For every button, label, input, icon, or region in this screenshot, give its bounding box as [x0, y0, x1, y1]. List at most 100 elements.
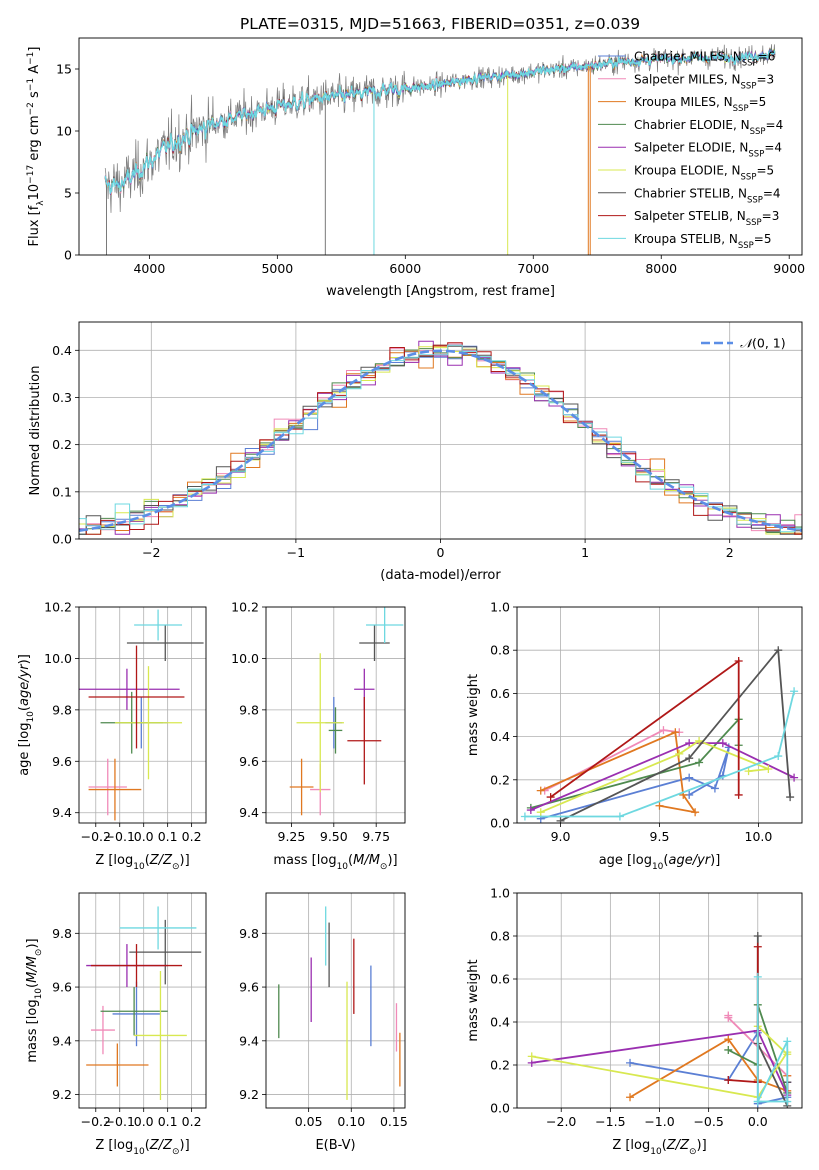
- legend-sub: SSP: [741, 173, 757, 183]
- weight-marker: [734, 790, 743, 799]
- y-tick-label: 10.2: [44, 600, 72, 615]
- y-tick-label: 0.2: [490, 772, 510, 787]
- label-part: age [log: [599, 853, 652, 868]
- y-tick-label: 0.0: [490, 816, 510, 831]
- errorbars: [86, 906, 202, 1100]
- label-part: erg cm: [27, 115, 42, 164]
- legend-label: Salpeter MILES, NSSP=3: [634, 72, 774, 91]
- legend-count: =3: [762, 209, 780, 223]
- x-tick-label: −1.5: [595, 1114, 625, 1129]
- x-axis-label: Z [log10(Z/Z⊙)]: [95, 1138, 189, 1157]
- label-part: 10: [133, 862, 145, 872]
- weight-marker: [526, 806, 535, 815]
- weight-marker: [695, 758, 704, 767]
- normal-distribution-curve: [79, 349, 802, 532]
- label-part: ⊙: [34, 949, 44, 957]
- label-part: (: [663, 853, 668, 868]
- legend-name: Kroupa MILES, N: [634, 95, 733, 109]
- legend-count: =5: [754, 232, 772, 246]
- y-tick-label: 0.3: [52, 390, 72, 405]
- residual-histogram: [79, 344, 802, 533]
- legend-name: Chabrier STELIB, N: [634, 186, 747, 200]
- legend-sub: SSP: [750, 127, 766, 137]
- label-part: mass [log: [25, 999, 40, 1062]
- label-part: (: [17, 706, 32, 711]
- x-tick-label: 9.0: [551, 829, 571, 844]
- legend-label: Chabrier STELIB, NSSP=4: [634, 186, 781, 205]
- label-part: (: [662, 1138, 667, 1153]
- legend-sub: SSP: [738, 241, 754, 251]
- legend-sub: SSP: [741, 81, 757, 91]
- errorbars: [79, 609, 204, 821]
- weight-marker: [783, 1097, 792, 1106]
- label-part: mass weight: [466, 674, 481, 756]
- x-tick-label: 5000: [261, 261, 293, 276]
- label-part: 10: [337, 862, 349, 872]
- legend-label: Chabrier MILES, NSSP=6: [634, 50, 775, 69]
- legend-sub: SSP: [746, 218, 762, 228]
- weight-line: [560, 647, 791, 822]
- weight-marker: [685, 754, 694, 763]
- y-tick-label: 10.0: [44, 651, 72, 666]
- legend-name: Salpeter ELODIE, N: [634, 141, 748, 155]
- weight-marker: [753, 942, 762, 951]
- panel-spectrum: 4000 5000 6000 7000 8000 9000 0 5 10 15 wavelength…: [26, 37, 805, 299]
- x-axis-label: wavelength [Angstrom, rest frame]: [326, 284, 555, 299]
- weight-marker: [734, 657, 743, 665]
- y-tick-label: 0.6: [490, 972, 510, 987]
- y-tick-label: 9.8: [52, 702, 72, 717]
- x-tick-label: 0.05: [295, 1114, 323, 1129]
- x-tick-label: 0.10: [337, 1114, 365, 1129]
- label-part: )]: [387, 853, 397, 868]
- x-tick-label: 0.0: [748, 1114, 768, 1129]
- legend-count: =4: [764, 141, 782, 155]
- residual-histogram: [79, 340, 802, 535]
- y-tick-label: 0.2: [490, 1058, 510, 1073]
- weight-marker: [691, 808, 700, 817]
- y-tick-label: 9.6: [239, 980, 259, 995]
- panel-weight-vs-Z: −2.0 −1.5 −1.0 −0.5 0.0 0.0 0.2 0.4 0.6 0.8 1.0 Z […: [466, 886, 803, 1157]
- weight-marker: [556, 816, 565, 823]
- weight-marker: [718, 739, 727, 748]
- legend-count: =4: [763, 186, 781, 200]
- y-tick-label: 9.2: [239, 1087, 259, 1102]
- weight-marker: [685, 773, 694, 782]
- weight-lines: [527, 932, 792, 1108]
- label-part: Z [log: [95, 853, 133, 868]
- label-part: −17: [26, 165, 36, 184]
- legend-label: Chabrier ELODIE, NSSP=4: [634, 118, 783, 137]
- label-part: ⊙: [172, 862, 180, 872]
- x-axis-label: Z [log10(Z/Z⊙)]: [612, 1138, 706, 1157]
- weight-marker: [536, 786, 545, 795]
- legend-sub: SSP: [747, 195, 763, 205]
- label-part: ]: [27, 47, 42, 52]
- label-part: mass weight: [466, 959, 481, 1041]
- x-tick-label: 9.5: [650, 829, 670, 844]
- weight-marker: [615, 812, 624, 821]
- legend-label: Salpeter STELIB, NSSP=3: [634, 209, 779, 228]
- panel-age-vs-mass: 9.25 9.50 9.75 9.4 9.6 9.8 10.0 10.2 mass [log10…: [231, 600, 406, 872]
- y-tick-label: 9.8: [239, 702, 259, 717]
- label-part: age [log: [17, 723, 32, 776]
- weight-marker: [764, 765, 773, 773]
- y-tick-label: 10.2: [231, 600, 259, 615]
- weight-marker: [520, 812, 529, 821]
- y-axis-label: mass weight: [466, 674, 481, 756]
- label-part: 10: [650, 1147, 662, 1157]
- label-part: A: [27, 65, 42, 78]
- x-tick-label: 10.0: [745, 829, 773, 844]
- label-part: )]: [710, 853, 720, 868]
- legend-label: Kroupa ELODIE, NSSP=5: [634, 164, 774, 183]
- y-tick-label: 9.6: [52, 980, 72, 995]
- axes-frame: [265, 892, 406, 1109]
- legend-label: 𝒩(0, 1): [740, 336, 786, 351]
- y-axis-label: mass weight: [466, 959, 481, 1041]
- x-tick-label: 0.2: [182, 829, 202, 844]
- legend-sub: SSP: [742, 59, 758, 69]
- weight-marker: [724, 1076, 733, 1085]
- x-tick-label: −2: [142, 545, 160, 560]
- weight-marker: [710, 784, 719, 793]
- weight-marker: [786, 793, 795, 802]
- label-part: wavelength [Angstrom, rest frame]: [326, 284, 555, 299]
- y-tick-label: 9.6: [52, 754, 72, 769]
